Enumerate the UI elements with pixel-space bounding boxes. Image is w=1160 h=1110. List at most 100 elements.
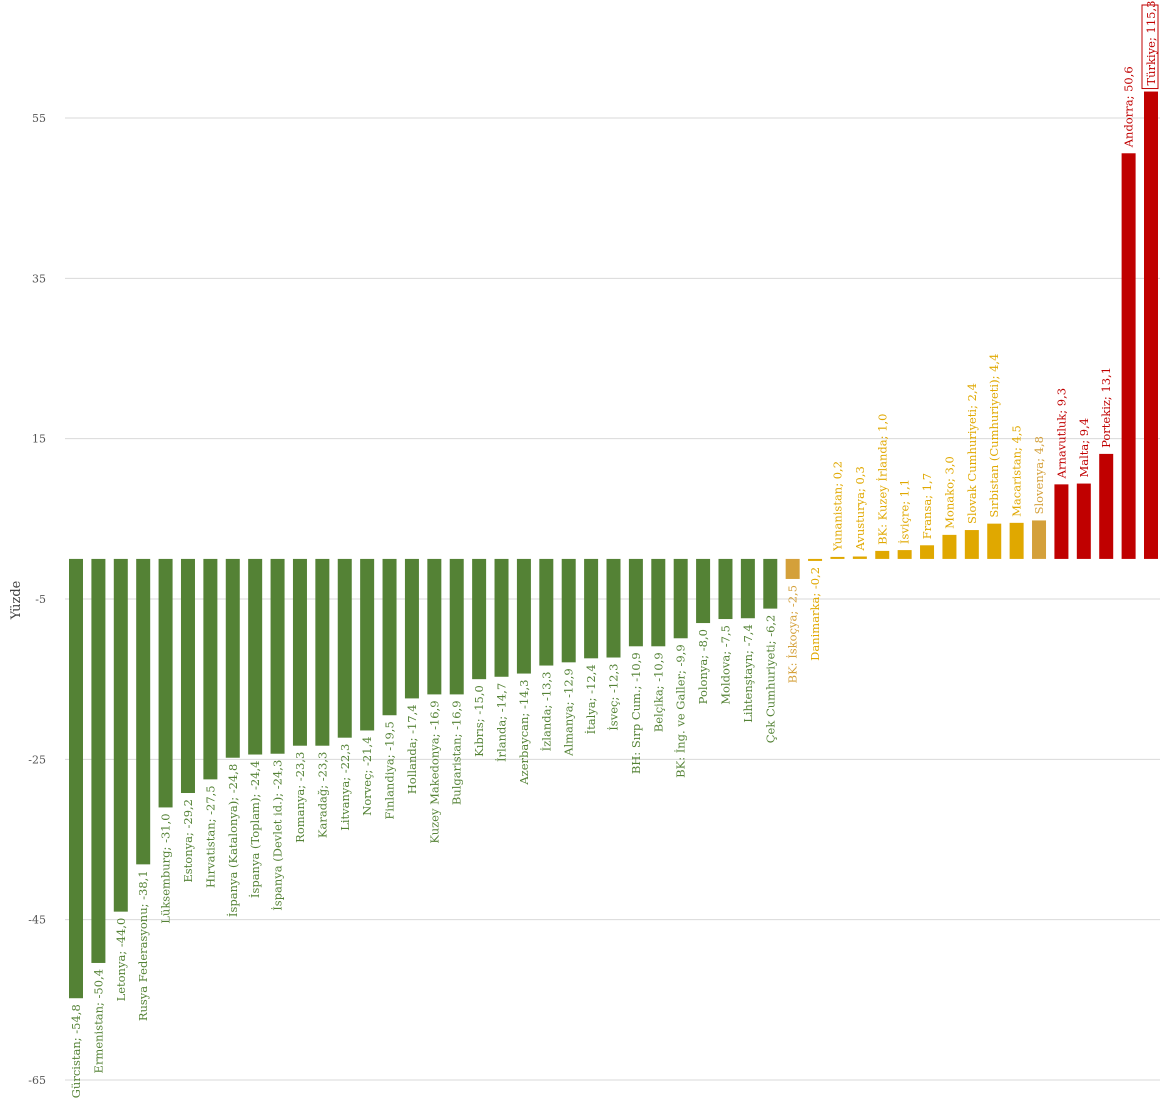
bar-data-label: Belçika; -10,9: [651, 652, 665, 732]
bar-data-label: Azerbaycan; -14,3: [517, 680, 531, 786]
bar-data-label: Lihtenştayn; -7,4: [741, 624, 755, 723]
bar-data-label: İtalya; -12,4: [584, 664, 598, 734]
bar-data-label: Çek Cumhuriyeti; -6,2: [763, 615, 777, 744]
y-axis-ticks: 55 35 15 -5 -25 -45 -65: [28, 112, 46, 1087]
bar: [270, 558, 285, 754]
bar: [427, 558, 442, 695]
bar: [404, 558, 419, 699]
bar-data-label: Yunanistan; 0,2: [830, 461, 844, 552]
y-tick-label: -45: [28, 914, 46, 927]
bar: [1121, 153, 1136, 559]
bar-data-label: Moldova; -7,5: [718, 625, 732, 705]
bar-data-label: Lüksemburg; -31,0: [159, 813, 173, 923]
bar-data-label: Norveç; -21,4: [360, 736, 374, 815]
bar: [830, 556, 845, 559]
bar: [875, 550, 890, 559]
bar-data-label: Litvanya; -22,3: [338, 744, 352, 831]
bar-data-label: Macaristan; 4,5: [1010, 425, 1024, 517]
y-tick-label: 55: [32, 112, 46, 125]
bar: [897, 550, 912, 559]
bar-data-label: BK: Kuzey İrlanda; 1,0: [875, 414, 889, 545]
bar: [360, 558, 375, 731]
bar-labels: Gürcistan; -54,8 Ermenistan; -50,4 Letonya…: [69, 1, 1159, 1098]
bar-data-label: Fransa; 1,7: [920, 473, 934, 539]
bar-data-label: Finlandiya; -19,5: [383, 721, 397, 819]
y-tick-label: 35: [32, 272, 46, 285]
bar: [382, 558, 397, 716]
y-tick-label: -5: [35, 593, 46, 606]
grid-lines: [65, 117, 1160, 1081]
bar-data-label: İrlanda; -14,7: [495, 683, 509, 762]
bar: [113, 558, 128, 912]
bar: [942, 534, 957, 559]
bar-data-label: İsviçre; 1,1: [898, 479, 912, 544]
y-tick-label: 15: [32, 433, 46, 446]
bar: [1099, 453, 1114, 559]
bar-data-label: Türkiye; 115,3: [1144, 1, 1158, 86]
bar: [248, 558, 263, 755]
bar: [136, 558, 151, 865]
bar-data-label: Estonya; -29,2: [181, 799, 195, 883]
bar-data-label: Arnavutluk; 9,3: [1054, 388, 1068, 479]
bar: [920, 545, 935, 559]
bar-data-label: Sırbistan (Cumhuriyeti); 4,4: [987, 354, 1001, 518]
bar-data-label: Almanya; -12,9: [562, 668, 576, 757]
bar: [987, 523, 1002, 559]
y-tick-label: -25: [28, 753, 46, 766]
bar-data-label: İzlanda; -13,3: [539, 672, 553, 752]
bar-data-label: Kuzey Makedonya; -16,9: [427, 700, 441, 843]
bar-data-label: Malta; 9,4: [1077, 418, 1091, 478]
bar: [696, 558, 711, 624]
bar: [561, 558, 576, 663]
bar-data-label: BK: İskoçya; -2,5: [786, 585, 800, 683]
bar-data-label: Karadağ; -23,3: [315, 752, 329, 838]
bar-data-label: Bulgaristan; -16,9: [450, 700, 464, 805]
y-axis-title: Yüzde: [9, 580, 24, 620]
bar: [539, 558, 554, 666]
bar: [158, 558, 173, 808]
bar: [628, 558, 643, 647]
bar: [1076, 483, 1091, 559]
bar-data-label: Romanya; -23,3: [293, 752, 307, 843]
bar: [69, 558, 83, 999]
bar: [763, 558, 778, 609]
bar: [718, 558, 733, 620]
bar: [225, 558, 240, 758]
bar: [808, 558, 823, 561]
bars: [69, 91, 1158, 999]
bar-data-label: Monako; 3,0: [942, 456, 956, 529]
bar-data-label: Slovak Cumhuriyeti; 2,4: [965, 383, 979, 524]
bar-data-label: İspanya (Katalonya); -24,8: [226, 764, 240, 917]
bar: [785, 558, 800, 579]
bar: [1144, 91, 1158, 559]
bar: [852, 556, 867, 559]
bar-data-label: Danimarka; -0,2: [808, 567, 822, 661]
bar: [1009, 522, 1024, 559]
bar-data-label: İspanya (Devlet id.); -24,3: [271, 760, 285, 911]
bar: [472, 558, 487, 680]
bar-data-label: Letonya; -44,0: [114, 918, 128, 1002]
bar: [292, 558, 307, 746]
bar: [203, 558, 218, 780]
bar: [516, 558, 531, 674]
bar: [740, 558, 755, 619]
bar: [315, 558, 330, 746]
bar: [673, 558, 688, 639]
bar-data-label: Hırvatistan; -27,5: [203, 785, 217, 888]
y-tick-label: -65: [28, 1074, 46, 1087]
bar-data-label: Rusya Federasyonu; -38,1: [136, 870, 150, 1021]
bar: [337, 558, 352, 738]
bar-data-label: Polonya; -8,0: [696, 629, 710, 704]
bar: [584, 558, 599, 659]
bar-data-label: İsveç; -12,3: [607, 664, 621, 731]
bar: [651, 558, 666, 647]
bar-label-box: [1141, 4, 1159, 90]
bar-data-label: İspanya (Toplam); -24,4: [248, 761, 262, 899]
bar-data-label: Avusturya; 0,3: [853, 466, 867, 551]
bar: [180, 558, 195, 794]
bar: [91, 558, 106, 963]
bar: [1054, 484, 1069, 559]
bar: [449, 558, 464, 695]
